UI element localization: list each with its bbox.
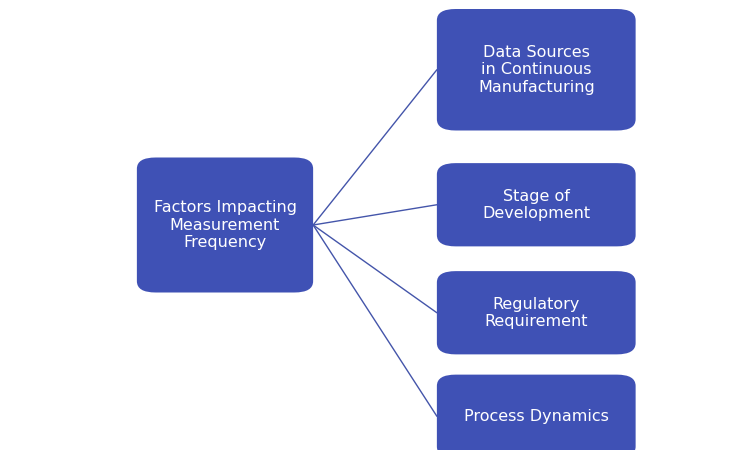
FancyBboxPatch shape bbox=[436, 374, 635, 450]
Text: Factors Impacting
Measurement
Frequency: Factors Impacting Measurement Frequency bbox=[154, 200, 296, 250]
Text: Regulatory
Requirement: Regulatory Requirement bbox=[484, 297, 588, 329]
Text: Process Dynamics: Process Dynamics bbox=[464, 409, 609, 424]
FancyBboxPatch shape bbox=[436, 163, 635, 247]
FancyBboxPatch shape bbox=[436, 271, 635, 355]
Text: Stage of
Development: Stage of Development bbox=[482, 189, 590, 221]
FancyBboxPatch shape bbox=[436, 9, 635, 130]
Text: Data Sources
in Continuous
Manufacturing: Data Sources in Continuous Manufacturing bbox=[478, 45, 595, 94]
FancyBboxPatch shape bbox=[136, 158, 314, 292]
